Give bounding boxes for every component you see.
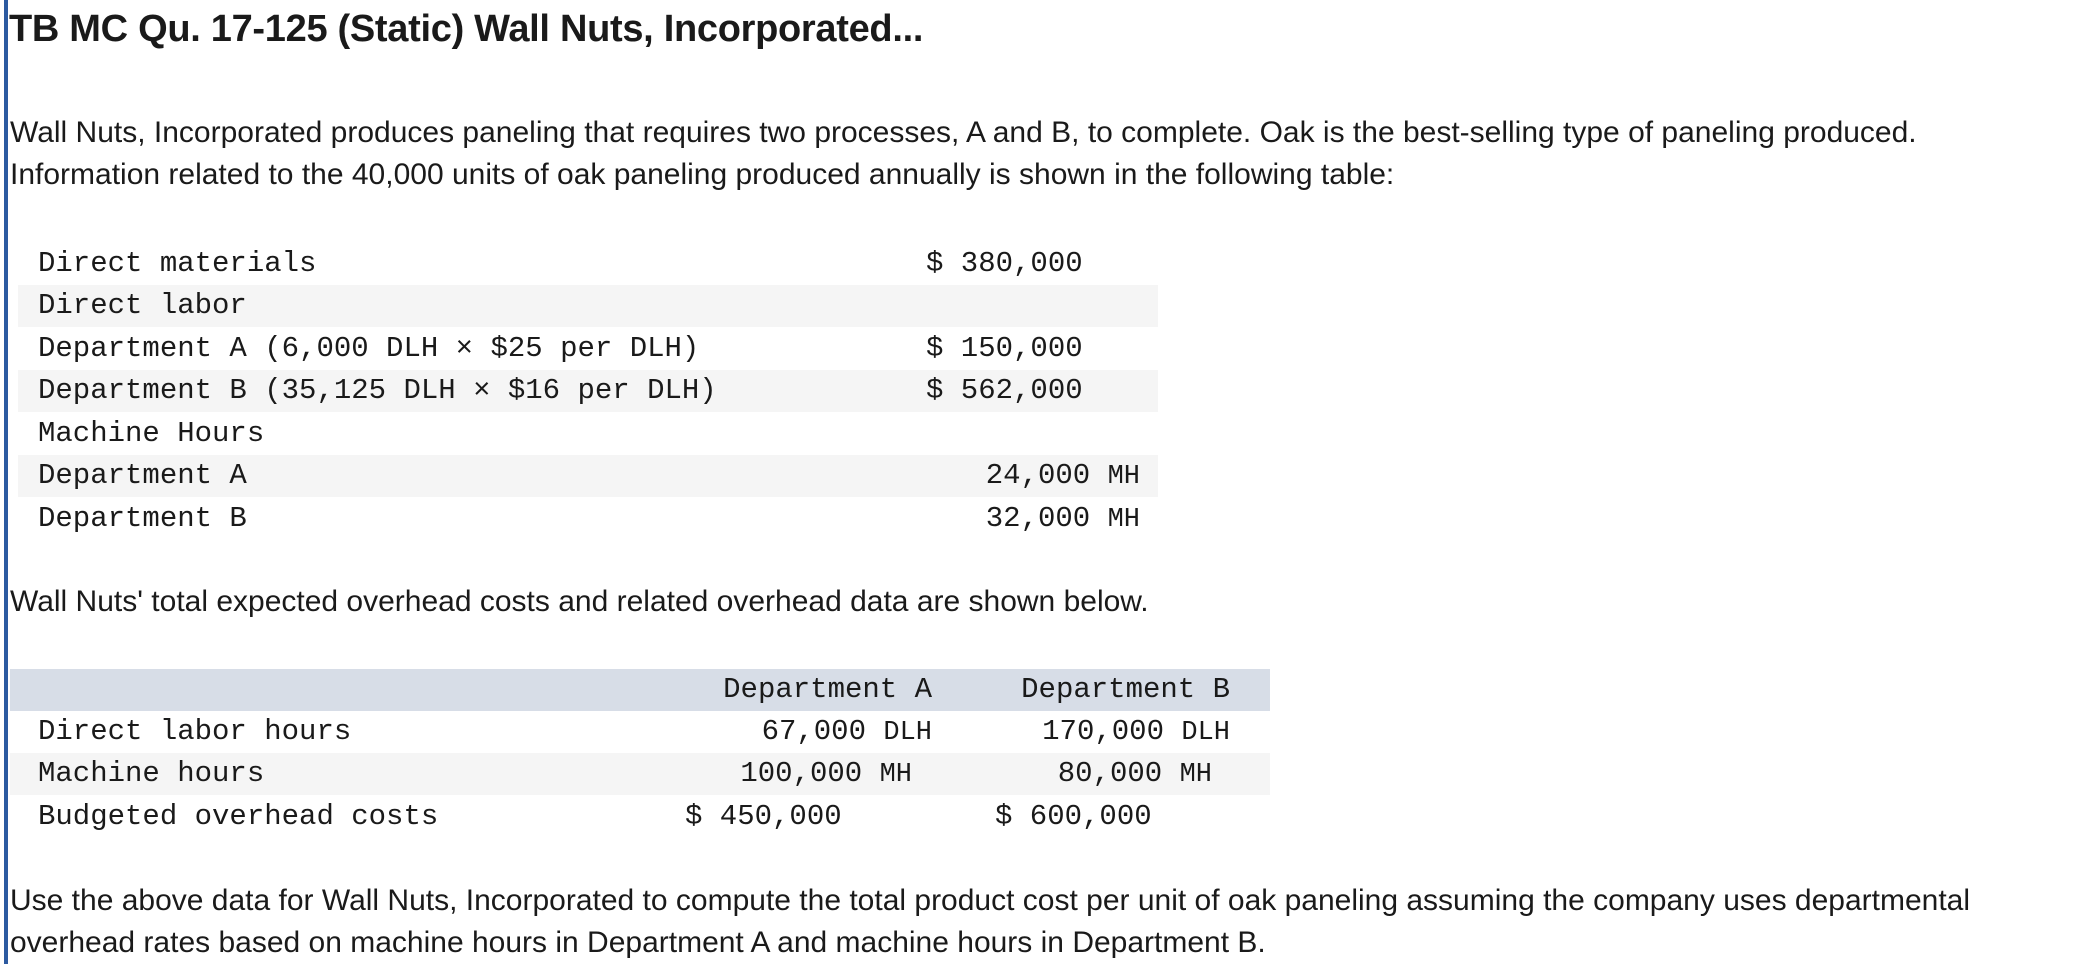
cell-unit: DLH (1181, 718, 1230, 748)
cell-unit: MH (1179, 760, 1212, 790)
row-label: Machine Hours (38, 417, 265, 450)
table-row: Direct labor hours 67,000 DLH 170,000 DL… (10, 711, 1270, 753)
left-accent-rule (4, 0, 8, 964)
cell-number: 100,000 (740, 757, 863, 790)
row-value: $ 380,000 (926, 247, 1083, 280)
row-unit: MH (1107, 505, 1140, 535)
dept-b-value: $ 600,000 (995, 800, 1152, 833)
dept-a-value: $ 450,000 (685, 800, 842, 833)
row-label: Direct labor hours (38, 715, 352, 748)
table-row: Department A (6,000 DLH × $25 per DLH) $… (18, 328, 1158, 370)
table-row: Budgeted overhead costs $ 450,000 $ 600,… (10, 796, 1270, 838)
table-row: Direct labor (18, 285, 1158, 327)
row-label: Machine hours (38, 757, 265, 790)
question-line-2: overhead rates based on machine hours in… (10, 926, 1266, 959)
dept-a-value: 100,000 MH (740, 753, 912, 796)
cell-number: 170,000 (1042, 715, 1164, 748)
cell-unit: MH (879, 760, 912, 790)
dept-b-value: 80,000 MH (1058, 753, 1212, 796)
cell-number: 67,000 (761, 715, 866, 748)
row-label: Direct labor (38, 289, 247, 322)
table-row: Machine Hours (18, 413, 1158, 455)
row-value: $ 562,000 (926, 374, 1083, 407)
cell-unit: DLH (883, 718, 932, 748)
column-header-dept-b: Department B (1021, 673, 1230, 706)
table-row: Machine hours 100,000 MH 80,000 MH (10, 753, 1270, 795)
row-label: Department A (6,000 DLH × $25 per DLH) (38, 332, 700, 365)
row-value: $ 150,000 (926, 332, 1083, 365)
table-row: Department A 24,000 MH (18, 455, 1158, 497)
table-header-row: Department A Department B (10, 669, 1270, 711)
intro-line-1: Wall Nuts, Incorporated produces panelin… (10, 116, 1917, 149)
row-label: Direct materials (38, 247, 317, 280)
row-label: Department B (38, 502, 247, 535)
dept-b-value: 170,000 DLH (1042, 711, 1230, 754)
row-label: Budgeted overhead costs (38, 800, 439, 833)
table-row: Department B (35,125 DLH × $16 per DLH) … (18, 370, 1158, 412)
row-value: 24,000 MH (986, 455, 1140, 498)
row-unit: MH (1107, 462, 1140, 492)
column-header-dept-a: Department A (723, 673, 932, 706)
row-number: 32,000 (985, 502, 1091, 535)
question-line-1: Use the above data for Wall Nuts, Incorp… (10, 884, 1971, 917)
page-title: TB MC Qu. 17-125 (Static) Wall Nuts, Inc… (9, 8, 924, 50)
row-label: Department B (35,125 DLH × $16 per DLH) (38, 374, 717, 407)
cell-number: 80,000 (1057, 757, 1163, 790)
intro-line-2: Information related to the 40,000 units … (10, 158, 1395, 191)
row-label: Department A (38, 459, 247, 492)
row-value: 32,000 MH (986, 498, 1140, 541)
overhead-intro-text: Wall Nuts' total expected overhead costs… (10, 585, 1149, 618)
table-row: Department B 32,000 MH (18, 498, 1158, 540)
row-number: 24,000 (985, 459, 1091, 492)
table-row: Direct materials $ 380,000 (18, 243, 1158, 285)
dept-a-value: 67,000 DLH (762, 711, 932, 754)
